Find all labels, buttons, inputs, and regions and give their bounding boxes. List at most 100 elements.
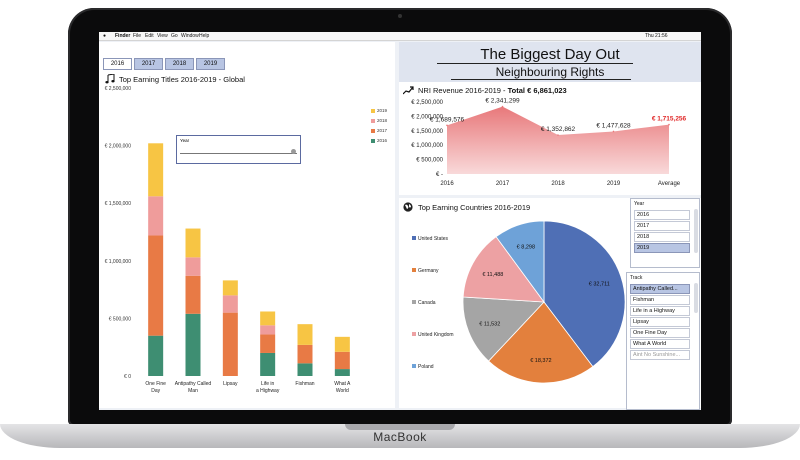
y-tick-label: € 1,000,000 [105, 259, 132, 265]
revenue-data-label: € 1,352,862 [541, 126, 576, 133]
y-tick-label: € 1,000,000 [411, 143, 443, 149]
bar-segment [185, 257, 201, 276]
titles-panel: 2016 2017 2018 2019 Top Earning Titles 2… [99, 42, 395, 408]
legend-swatch [412, 332, 416, 336]
revenue-point [668, 123, 670, 126]
pie-data-label: € 11,488 [482, 272, 503, 278]
y-tick-label: € 0 [124, 374, 131, 380]
track-slicer-item[interactable]: What A World [630, 339, 690, 349]
revenue-point [446, 124, 448, 127]
revenue-data-label: € 1,477,628 [596, 122, 631, 129]
trend-line-icon [403, 86, 414, 95]
y-tick-label: € - [436, 172, 443, 178]
track-slicer-item[interactable]: One Fine Day [630, 328, 690, 338]
countries-pie-chart: € 32,711 € 18,372 € 11,532 € 11,488 € 8,298 U… [412, 220, 626, 384]
bar-segment [260, 325, 276, 335]
y-tick-label: € 1,500,000 [105, 201, 132, 207]
year-filter-popup[interactable]: Year [176, 135, 301, 164]
menu-finder[interactable]: Finder [115, 33, 131, 39]
x-tick-label: Life in [261, 381, 275, 387]
x-tick-label: One Fine [145, 381, 166, 387]
legend-swatch [371, 138, 375, 143]
pie-data-label: € 8,298 [517, 245, 535, 251]
pie-slice [462, 296, 545, 362]
bar-segment [260, 334, 276, 353]
track-slicer-item[interactable]: Lipsay [630, 317, 690, 327]
pie-data-label: € 11,532 [479, 322, 500, 328]
laptop-brand: MacBook [373, 430, 427, 444]
header-banner: The Biggest Day Out Neighbouring Rights [399, 42, 701, 82]
x-tick-label: Day [151, 388, 160, 394]
year-tabs: 2016 2017 2018 2019 [103, 58, 225, 70]
legend-label: 2019 [377, 108, 388, 113]
legend-label: United States [418, 236, 449, 242]
tab-2016[interactable]: 2016 [103, 58, 132, 70]
legend-item: 2016 [371, 138, 387, 143]
bar-segment [148, 143, 164, 197]
year-slicer-item-2017[interactable]: 2017 [634, 221, 690, 231]
year-slicer-label: Year [634, 201, 645, 207]
year-popup-line [180, 153, 297, 154]
year-popup-clear-icon[interactable] [291, 149, 296, 154]
bar-segment [185, 313, 201, 376]
track-slicer-item[interactable]: Antipathy Called... [630, 284, 690, 294]
legend-swatch [371, 128, 375, 133]
legend-item: 2018 [371, 118, 387, 123]
tab-2019[interactable]: 2019 [196, 58, 225, 70]
menu-file[interactable]: File [133, 33, 142, 39]
track-slicer-scrollbar[interactable] [694, 283, 698, 313]
track-slicer-item[interactable]: Life in a Highway [630, 306, 690, 316]
x-tick-label: Average [658, 181, 681, 187]
revenue-total: Total € 6,861,023 [507, 86, 567, 95]
menu-edit[interactable]: Edit [145, 33, 154, 39]
titles-bar-chart: € 0 € 500,000 € 1,000,000 € 1,500,000 € 2,00… [105, 86, 351, 394]
track-slicer-item[interactable]: Fishman [630, 295, 690, 305]
pie-slice [543, 220, 626, 368]
screen: ● Finder File Edit View Go Window Help T… [99, 32, 701, 410]
bar-segment [222, 295, 238, 313]
tab-2018[interactable]: 2018 [165, 58, 194, 70]
menu-go[interactable]: Go [171, 33, 178, 39]
countries-chart-title: Top Earning Countries 2016-2019 [418, 203, 531, 212]
title-rule [437, 63, 633, 64]
y-tick-label: € 2,500,000 [105, 86, 132, 92]
legend-swatch [371, 108, 375, 113]
year-slicer-item-2019[interactable]: 2019 [634, 243, 690, 253]
year-slicer-item-2018[interactable]: 2018 [634, 232, 690, 242]
bar-segment [148, 235, 164, 336]
revenue-card: NRI Revenue 2016-2019 - Total € 6,861,02… [399, 82, 701, 195]
menu-window[interactable]: Window [181, 33, 199, 39]
year-popup-label: Year [180, 138, 190, 143]
x-tick-label: a Highway [256, 388, 280, 394]
year-slicer-scrollbar[interactable] [694, 209, 698, 253]
bar-segment [334, 369, 350, 376]
legend-swatch [412, 268, 416, 272]
x-tick-label: 2017 [496, 181, 510, 187]
x-tick-label: World [336, 388, 349, 394]
menubar-clock[interactable]: Thu 21:56 [645, 33, 668, 39]
apple-icon[interactable]: ● [103, 33, 107, 39]
legend-swatch [412, 364, 416, 368]
track-slicer-item[interactable]: Aint No Sunshine... [630, 350, 690, 360]
legend-item: 2017 [371, 128, 387, 133]
x-tick-label: Antipathy Called [175, 381, 212, 387]
bar-segment [260, 311, 276, 326]
revenue-title-text: NRI Revenue 2016-2019 - [418, 86, 508, 95]
menu-view[interactable]: View [157, 33, 168, 39]
revenue-data-label: € 1,715,256 [652, 116, 687, 123]
bar-segment [185, 228, 201, 258]
pie-slice [495, 220, 545, 304]
year-slicer-item-2016[interactable]: 2016 [634, 210, 690, 220]
bar-segment [222, 280, 238, 296]
legend-label: 2016 [377, 138, 388, 143]
x-tick-label: Fishman [295, 381, 314, 387]
bar-segment [148, 196, 164, 236]
pie-data-label: € 18,372 [530, 358, 551, 364]
legend-label: United Kingdom [418, 332, 454, 338]
tab-2017[interactable]: 2017 [134, 58, 163, 70]
bar-segment [222, 312, 238, 376]
revenue-chart-title: NRI Revenue 2016-2019 - Total € 6,861,02… [418, 86, 567, 95]
y-tick-label: € 2,000,000 [411, 114, 443, 120]
menubar: ● Finder File Edit View Go Window Help T… [99, 32, 701, 41]
menu-help[interactable]: Help [199, 33, 210, 39]
